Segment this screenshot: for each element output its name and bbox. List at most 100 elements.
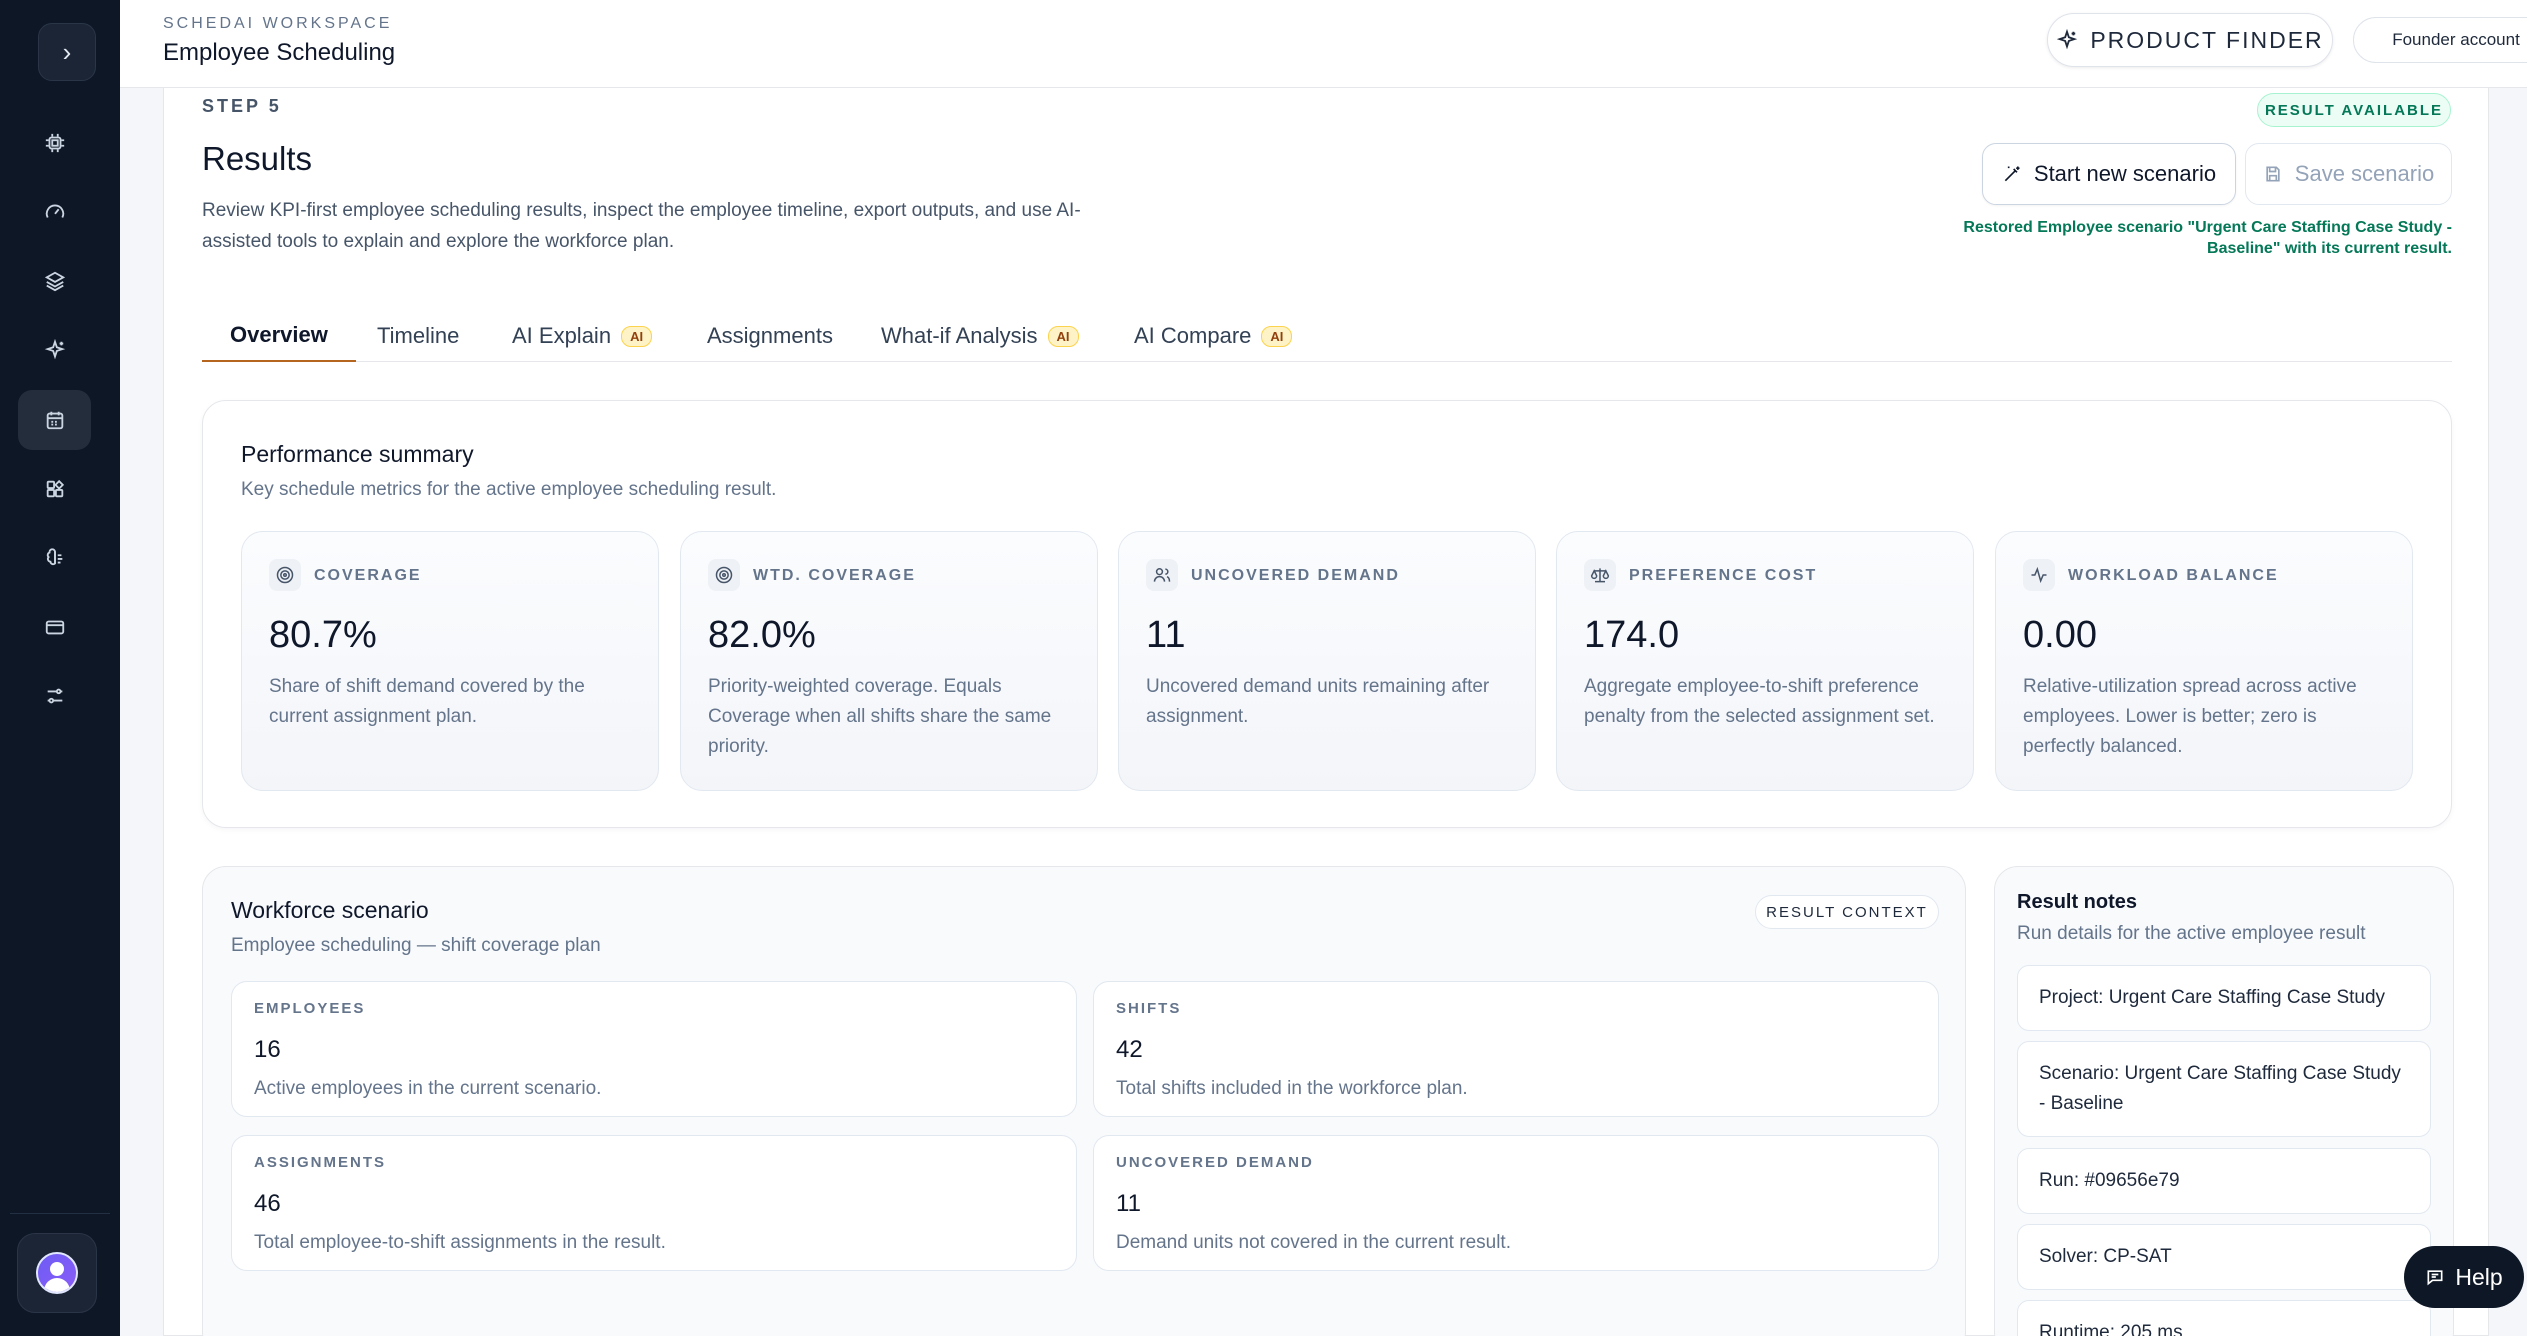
stat-description: Demand units not covered in the current … [1116, 1232, 1511, 1253]
brain-icon [46, 548, 62, 566]
sparkles-icon [44, 339, 65, 360]
workspace-title: Employee Scheduling [163, 39, 396, 66]
stat-uncovered-demand: UNCOVERED DEMAND 11 Demand units not cov… [1093, 1135, 1939, 1271]
workforce-subtitle: Employee scheduling — shift coverage pla… [231, 935, 601, 956]
workspace-label: SCHEDAI WORKSPACE [163, 15, 393, 32]
start-new-scenario-label: Start new scenario [2033, 161, 2217, 186]
tab-label: Timeline [377, 323, 460, 348]
widgets-icon [46, 479, 64, 498]
notes-title: Result notes [2017, 891, 2138, 913]
sidebar-item-scheduling[interactable] [18, 390, 91, 450]
tab-ai-compare[interactable]: AI Compare AI [1134, 310, 1293, 362]
kpi-label: UNCOVERED DEMAND [1191, 567, 1400, 584]
stat-assignments: ASSIGNMENTS 46 Total employee-to-shift a… [231, 1135, 1077, 1271]
gauge-icon [45, 204, 64, 218]
kpi-card-coverage: COVERAGE 80.7% Share of shift demand cov… [241, 531, 659, 791]
note-project: Project: Urgent Care Staffing Case Study [2017, 965, 2431, 1031]
stat-description: Total employee-to-shift assignments in t… [254, 1232, 666, 1253]
sidebar-item-ai[interactable] [18, 320, 91, 380]
result-notes-card: Result notes Run details for the active … [1994, 866, 2454, 1336]
user-avatar-button[interactable] [17, 1233, 97, 1313]
sliders-icon [47, 688, 62, 704]
kpi-value: 82.0% [708, 614, 816, 656]
performance-title: Performance summary [241, 441, 474, 467]
restored-message: Restored Employee scenario "Urgent Care … [1963, 219, 2452, 257]
kpi-card-preference-cost: PREFERENCE COST 174.0 Aggregate employee… [1556, 531, 1974, 791]
top-header: SCHEDAI WORKSPACE Employee Scheduling PR… [120, 0, 2527, 88]
result-context-badge: RESULT CONTEXT [1755, 895, 1939, 929]
stat-label: SHIFTS [1116, 1000, 1182, 1017]
notes-subtitle: Run details for the active employee resu… [2017, 923, 2366, 944]
help-button[interactable]: Help [2404, 1246, 2524, 1308]
activity-icon [2031, 566, 2047, 584]
workforce-title: Workforce scenario [231, 897, 429, 923]
ai-badge: AI [1047, 325, 1079, 347]
kpi-card-weighted-coverage: WTD. COVERAGE 82.0% Priority-weighted co… [680, 531, 1098, 791]
save-icon [2266, 166, 2280, 182]
kpi-description: Aggregate employee-to-shift preference p… [1584, 676, 1935, 727]
kpi-label: COVERAGE [314, 567, 422, 584]
target-icon [715, 566, 733, 584]
account-button[interactable]: Founder account [2353, 17, 2527, 63]
stat-value: 16 [254, 1036, 281, 1063]
sidebar-item-billing[interactable] [18, 597, 91, 657]
sidebar-item-chip[interactable] [18, 113, 91, 173]
sidebar-item-widgets[interactable] [18, 459, 91, 519]
scale-icon [1590, 568, 1610, 583]
ai-badge: AI [1261, 325, 1293, 347]
avatar-icon [36, 1252, 78, 1294]
note-scenario: Scenario: Urgent Care Staffing Case Stud… [2017, 1041, 2431, 1137]
tab-label: AI Explain [512, 323, 612, 348]
tab-assignments[interactable]: Assignments [707, 310, 833, 362]
ai-badge: AI [621, 325, 653, 347]
kpi-description: Uncovered demand units remaining after a… [1146, 676, 1490, 727]
wand-icon [2004, 166, 2020, 182]
kpi-description: Priority-weighted coverage. Equals Cover… [708, 676, 1052, 757]
calendar-icon [46, 411, 63, 430]
kpi-label: WTD. COVERAGE [753, 567, 916, 584]
tab-label: Overview [230, 322, 328, 347]
note-solver: Solver: CP-SAT [2017, 1224, 2431, 1290]
sidebar-item-layers[interactable] [18, 251, 91, 311]
tab-ai-explain[interactable]: AI Explain AI [512, 310, 653, 362]
step-label: STEP 5 [202, 96, 282, 116]
target-icon [276, 566, 294, 584]
chat-icon [2427, 1270, 2443, 1286]
tab-what-if-analysis[interactable]: What-if Analysis AI [881, 310, 1079, 362]
stat-employees: EMPLOYEES 16 Active employees in the cur… [231, 981, 1077, 1117]
stat-label: EMPLOYEES [254, 1000, 366, 1017]
save-scenario-button[interactable]: Save scenario [2245, 143, 2452, 205]
product-finder-label: PRODUCT FINDER [2090, 26, 2324, 53]
help-label: Help [2455, 1263, 2503, 1290]
card-icon [45, 620, 64, 635]
layers-icon [44, 271, 65, 292]
tab-overview[interactable]: Overview [202, 310, 356, 362]
results-tabs: Overview Timeline AI Explain AI Assignme… [202, 310, 2452, 362]
stat-label: ASSIGNMENTS [254, 1154, 387, 1171]
sidebar-toggle-button[interactable]: › [38, 23, 96, 81]
sidebar-item-dashboard[interactable] [18, 182, 91, 242]
sparkles-icon [2057, 29, 2078, 50]
kpi-value: 11 [1146, 614, 1186, 656]
chevron-right-icon: › [62, 36, 72, 67]
sidebar-item-settings[interactable] [18, 666, 91, 726]
status-badge: RESULT AVAILABLE [2257, 93, 2451, 127]
tab-label: AI Compare [1134, 323, 1252, 348]
sidebar-divider [10, 1213, 110, 1214]
page-description: Review KPI-first employee scheduling res… [202, 200, 1081, 252]
kpi-description: Share of shift demand covered by the cur… [269, 676, 585, 727]
chip-icon [45, 133, 64, 153]
sidebar-item-brain[interactable] [18, 528, 91, 588]
performance-subtitle: Key schedule metrics for the active empl… [241, 479, 777, 500]
tab-label: What-if Analysis [881, 323, 1038, 348]
note-runtime: Runtime: 205 ms [2017, 1300, 2431, 1336]
workforce-scenario-card: Workforce scenario Employee scheduling —… [202, 866, 1966, 1336]
tab-timeline[interactable]: Timeline [377, 310, 459, 362]
stat-shifts: SHIFTS 42 Total shifts included in the w… [1093, 981, 1939, 1117]
kpi-description: Relative-utilization spread across activ… [2023, 676, 2357, 757]
product-finder-button[interactable]: PRODUCT FINDER [2047, 13, 2333, 67]
start-new-scenario-button[interactable]: Start new scenario [1982, 143, 2236, 205]
kpi-card-workload-balance: WORKLOAD BALANCE 0.00 Relative-utilizati… [1995, 531, 2413, 791]
stat-value: 11 [1116, 1190, 1141, 1217]
note-run: Run: #09656e79 [2017, 1148, 2431, 1214]
